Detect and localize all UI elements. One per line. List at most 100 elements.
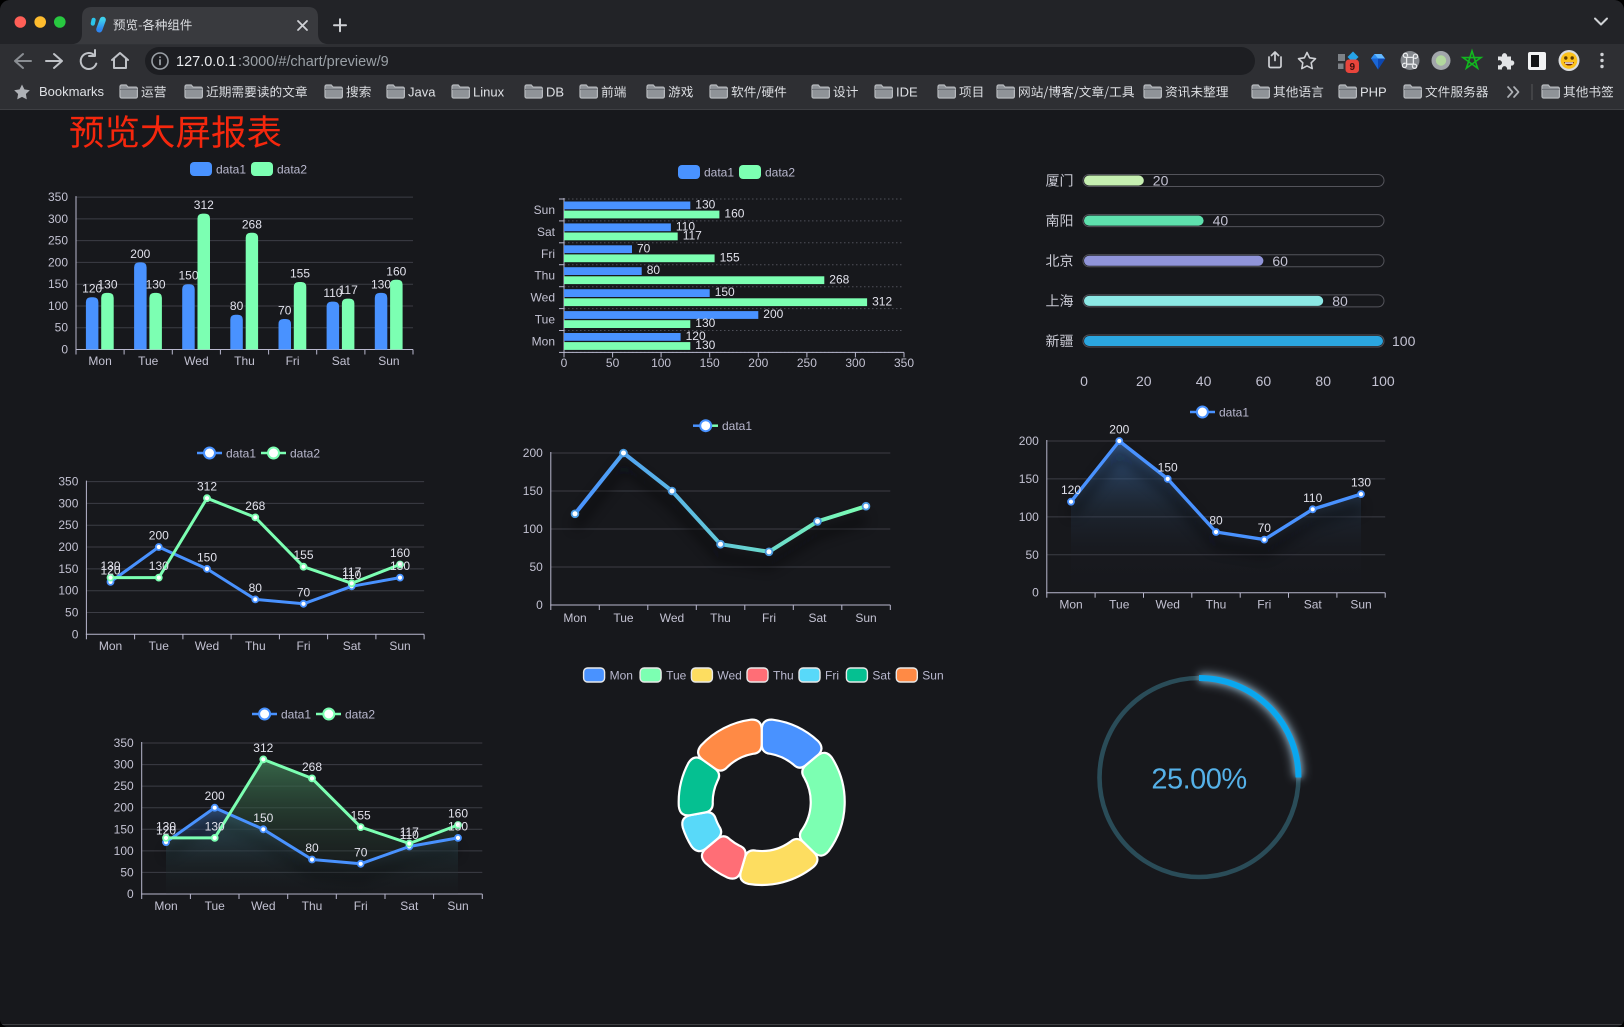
svg-text:Thu: Thu (245, 639, 266, 653)
svg-text:70: 70 (354, 845, 368, 859)
svg-text:Linux: Linux (473, 85, 505, 100)
svg-text:50: 50 (606, 356, 620, 370)
svg-text:Thu: Thu (234, 354, 255, 368)
svg-text:Sat: Sat (808, 611, 827, 625)
svg-text:data1: data1 (704, 166, 734, 180)
svg-text:0: 0 (1080, 373, 1088, 389)
svg-text:130: 130 (97, 277, 117, 291)
svg-text:100: 100 (651, 356, 671, 370)
svg-text:130: 130 (371, 277, 391, 291)
svg-text:Mon: Mon (532, 334, 555, 348)
svg-text:40: 40 (1196, 373, 1212, 389)
svg-text:100: 100 (1371, 373, 1395, 389)
svg-text:300: 300 (845, 356, 865, 370)
svg-text:Sun: Sun (447, 899, 468, 913)
svg-text:50: 50 (1025, 548, 1039, 562)
svg-text:110: 110 (323, 286, 342, 300)
svg-text:100: 100 (58, 584, 78, 598)
svg-text:Tue: Tue (1109, 598, 1130, 612)
svg-text:20: 20 (1136, 373, 1152, 389)
svg-text:data1: data1 (1219, 406, 1249, 420)
svg-text:Sat: Sat (400, 899, 419, 913)
svg-text:data2: data2 (765, 166, 795, 180)
svg-text:data2: data2 (345, 708, 375, 722)
svg-text:200: 200 (58, 540, 78, 554)
svg-text:350: 350 (48, 190, 68, 204)
svg-text:160: 160 (724, 207, 744, 221)
svg-text:Fri: Fri (541, 247, 555, 261)
svg-text:60: 60 (1256, 373, 1272, 389)
svg-text:312: 312 (194, 198, 214, 212)
svg-text:155: 155 (290, 267, 310, 281)
svg-text:200: 200 (1019, 434, 1039, 448)
svg-text:Sun: Sun (855, 611, 876, 625)
svg-text:25.00%: 25.00% (1151, 764, 1246, 796)
svg-text:130: 130 (695, 338, 715, 352)
svg-text:Sun: Sun (1350, 598, 1371, 612)
svg-text:80: 80 (1315, 373, 1331, 389)
svg-text:150: 150 (178, 269, 198, 283)
svg-text:Bookmarks: Bookmarks (39, 84, 105, 99)
svg-text:40: 40 (1213, 213, 1229, 229)
svg-text:130: 130 (695, 316, 715, 330)
svg-text:130: 130 (695, 198, 715, 212)
svg-text:80: 80 (1209, 514, 1223, 528)
svg-text:80: 80 (305, 841, 319, 855)
svg-text:200: 200 (763, 307, 783, 321)
svg-text:150: 150 (253, 811, 273, 825)
svg-text:data2: data2 (277, 163, 307, 177)
svg-text:Wed: Wed (717, 669, 741, 683)
svg-text:100: 100 (48, 299, 68, 313)
svg-text:Wed: Wed (195, 639, 219, 653)
svg-text:0: 0 (127, 887, 134, 901)
svg-text:350: 350 (114, 736, 134, 750)
svg-text:Tue: Tue (535, 313, 556, 327)
svg-text:150: 150 (523, 484, 543, 498)
svg-text:200: 200 (748, 356, 768, 370)
svg-text:150: 150 (197, 550, 217, 564)
svg-text:117: 117 (339, 283, 358, 297)
svg-text:Wed: Wed (251, 899, 275, 913)
svg-text:268: 268 (245, 499, 265, 513)
svg-text:130: 130 (1351, 476, 1371, 490)
svg-text:Thu: Thu (1206, 598, 1227, 612)
svg-text:data1: data1 (281, 708, 311, 722)
svg-text:110: 110 (676, 219, 695, 233)
svg-text:130: 130 (146, 277, 166, 291)
svg-text:DB: DB (546, 85, 564, 100)
svg-text:200: 200 (130, 247, 150, 261)
svg-text:150: 150 (1158, 460, 1178, 474)
svg-text:Mon: Mon (88, 354, 111, 368)
svg-text:Mon: Mon (563, 611, 586, 625)
svg-text:127.0.0.1: 127.0.0.1 (176, 54, 236, 70)
svg-text:300: 300 (114, 758, 134, 772)
svg-text:117: 117 (342, 565, 361, 579)
svg-text:Sun: Sun (378, 354, 399, 368)
svg-text:160: 160 (386, 264, 406, 278)
svg-text:100: 100 (1019, 510, 1039, 524)
svg-text:130: 130 (156, 819, 176, 833)
svg-text:Wed: Wed (184, 354, 208, 368)
svg-text:50: 50 (529, 560, 543, 574)
svg-text:Java: Java (408, 85, 436, 100)
svg-text:0: 0 (1032, 586, 1039, 600)
svg-text:200: 200 (205, 789, 225, 803)
svg-text:200: 200 (48, 255, 68, 269)
svg-text:80: 80 (249, 581, 263, 595)
svg-text:Fri: Fri (286, 354, 300, 368)
svg-text:200: 200 (523, 446, 543, 460)
svg-text:250: 250 (114, 779, 134, 793)
svg-text:130: 130 (100, 559, 120, 573)
svg-text:0: 0 (561, 356, 568, 370)
svg-text:150: 150 (715, 285, 735, 299)
svg-text:Fri: Fri (1257, 598, 1271, 612)
svg-text:200: 200 (149, 529, 169, 543)
svg-text:130: 130 (149, 559, 169, 573)
svg-text:Tue: Tue (613, 611, 634, 625)
svg-text:155: 155 (720, 250, 740, 264)
svg-text:80: 80 (647, 263, 661, 277)
svg-text:data1: data1 (722, 419, 752, 433)
svg-text:268: 268 (829, 272, 849, 286)
svg-text:300: 300 (48, 212, 68, 226)
svg-text:200: 200 (1109, 423, 1129, 437)
